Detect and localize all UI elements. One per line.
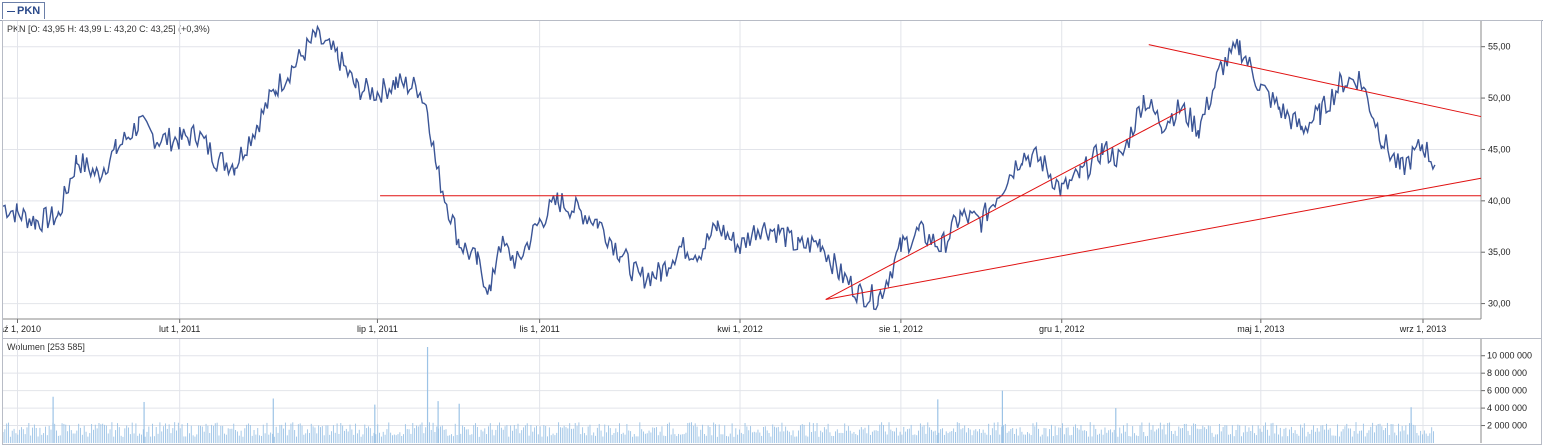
volume-y-tick-label: 6 000 000 [1487,386,1527,396]
price-series-line [3,24,1436,311]
y-tick-label: 45,00 [1488,144,1511,154]
tab-bar: PKN [0,0,1543,21]
price-panel[interactable]: PKN [O: 43,95 H: 43,99 L: 43,20 C: 43,25… [2,20,1542,340]
x-tick-label: kwi 1, 2012 [717,324,763,334]
tab-pkn[interactable]: PKN [2,2,46,19]
volume-legend: Wolumen [253 585] [7,342,85,352]
y-tick-label: 30,00 [1488,299,1511,309]
series-swatch-icon [7,10,15,12]
x-tick-label: gru 1, 2012 [1039,324,1085,334]
price-chart[interactable]: paź 1, 2010 lut 1, 2011 lip 1, 2011 lis 1, … [3,21,1541,339]
x-tick-label: lut 1, 2011 [159,324,200,334]
y-tick-label: 35,00 [1488,247,1511,257]
volume-y-tick-label: 10 000 000 [1487,351,1532,361]
x-tick-label: maj 1, 2013 [1237,324,1284,334]
trend-line[interactable] [825,177,1482,300]
y-tick-label: 40,00 [1488,196,1511,206]
x-tick-label: wrz 1, 2013 [1399,324,1447,334]
tab-label: PKN [17,5,41,17]
price-legend: PKN [O: 43,95 H: 43,99 L: 43,20 C: 43,25… [7,24,210,34]
trend-line[interactable] [825,107,1186,300]
trend-line[interactable] [1148,44,1482,118]
volume-chart[interactable]: 2 000 000 4 000 000 6 000 000 8 000 000 10 0… [3,339,1541,444]
volume-y-tick-label: 8 000 000 [1487,368,1527,378]
y-tick-label: 55,00 [1488,42,1511,52]
volume-panel[interactable]: Wolumen [253 585] 2 000 000 4 000 000 6 00… [2,338,1542,445]
x-tick-label: paź 1, 2010 [3,324,41,334]
volume-y-tick-label: 2 000 000 [1487,421,1527,431]
y-tick-label: 50,00 [1488,93,1511,103]
x-tick-label: lis 1, 2011 [519,324,559,334]
x-tick-label: lip 1, 2011 [357,324,398,334]
x-tick-label: sie 1, 2012 [879,324,923,334]
volume-y-tick-label: 4 000 000 [1487,403,1527,413]
